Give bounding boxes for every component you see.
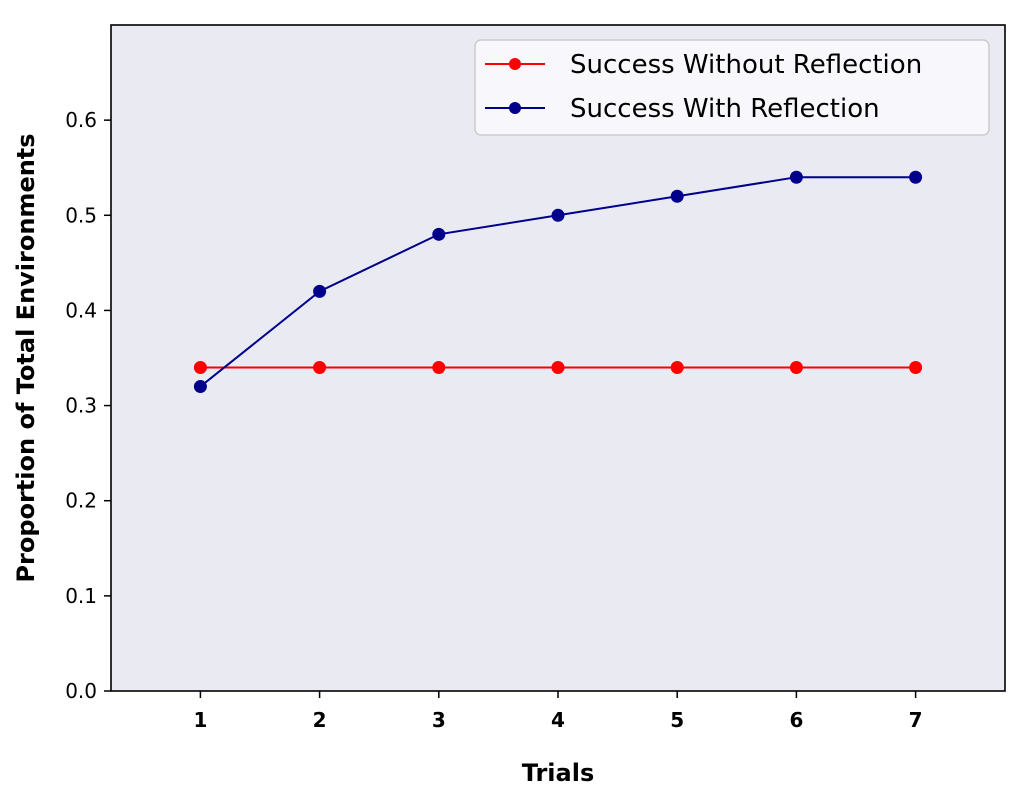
data-point [789,170,803,184]
y-tick-label: 0.3 [65,394,97,418]
x-tick-label: 2 [313,708,327,732]
data-point [909,170,923,184]
y-axis-title: Proportion of Total Environments [12,133,40,582]
y-tick-label: 0.2 [65,489,97,513]
x-tick-label: 4 [551,708,565,732]
x-tick-label: 5 [670,708,684,732]
legend-box [474,39,990,136]
series-layer [193,170,923,394]
y-tick-label: 0.1 [65,584,97,608]
series-with-reflection [193,170,923,394]
data-point [313,284,327,298]
data-point [313,361,327,375]
data-point [670,189,684,203]
plot-area-background [111,25,1005,691]
data-point [193,380,207,394]
legend-marker-with-reflection [509,102,521,114]
x-axis: 1 2 3 4 5 6 7 [193,691,923,732]
data-point [432,361,446,375]
x-tick-label: 7 [909,708,923,732]
data-point [909,361,923,375]
legend-label-without-reflection: Success Without Reflection [570,50,922,80]
data-point [432,227,446,241]
legend: Success Without Reflection Success With … [474,39,990,136]
data-point [551,208,565,222]
y-tick-label: 0.0 [65,679,97,703]
data-point [193,361,207,375]
x-axis-title: Trials [522,759,595,787]
data-point [670,361,684,375]
x-tick-label: 3 [432,708,446,732]
x-tick-label: 6 [789,708,803,732]
y-axis: 0.0 0.1 0.2 0.3 0.4 0.5 0.6 [65,108,111,703]
data-point [551,361,565,375]
legend-label-with-reflection: Success With Reflection [570,94,880,124]
y-tick-label: 0.6 [65,108,97,132]
series-without-reflection [193,361,923,375]
x-tick-label: 1 [193,708,207,732]
legend-marker-without-reflection [509,58,521,70]
data-point [789,361,803,375]
y-tick-label: 0.4 [65,298,97,322]
y-tick-label: 0.5 [65,203,97,227]
